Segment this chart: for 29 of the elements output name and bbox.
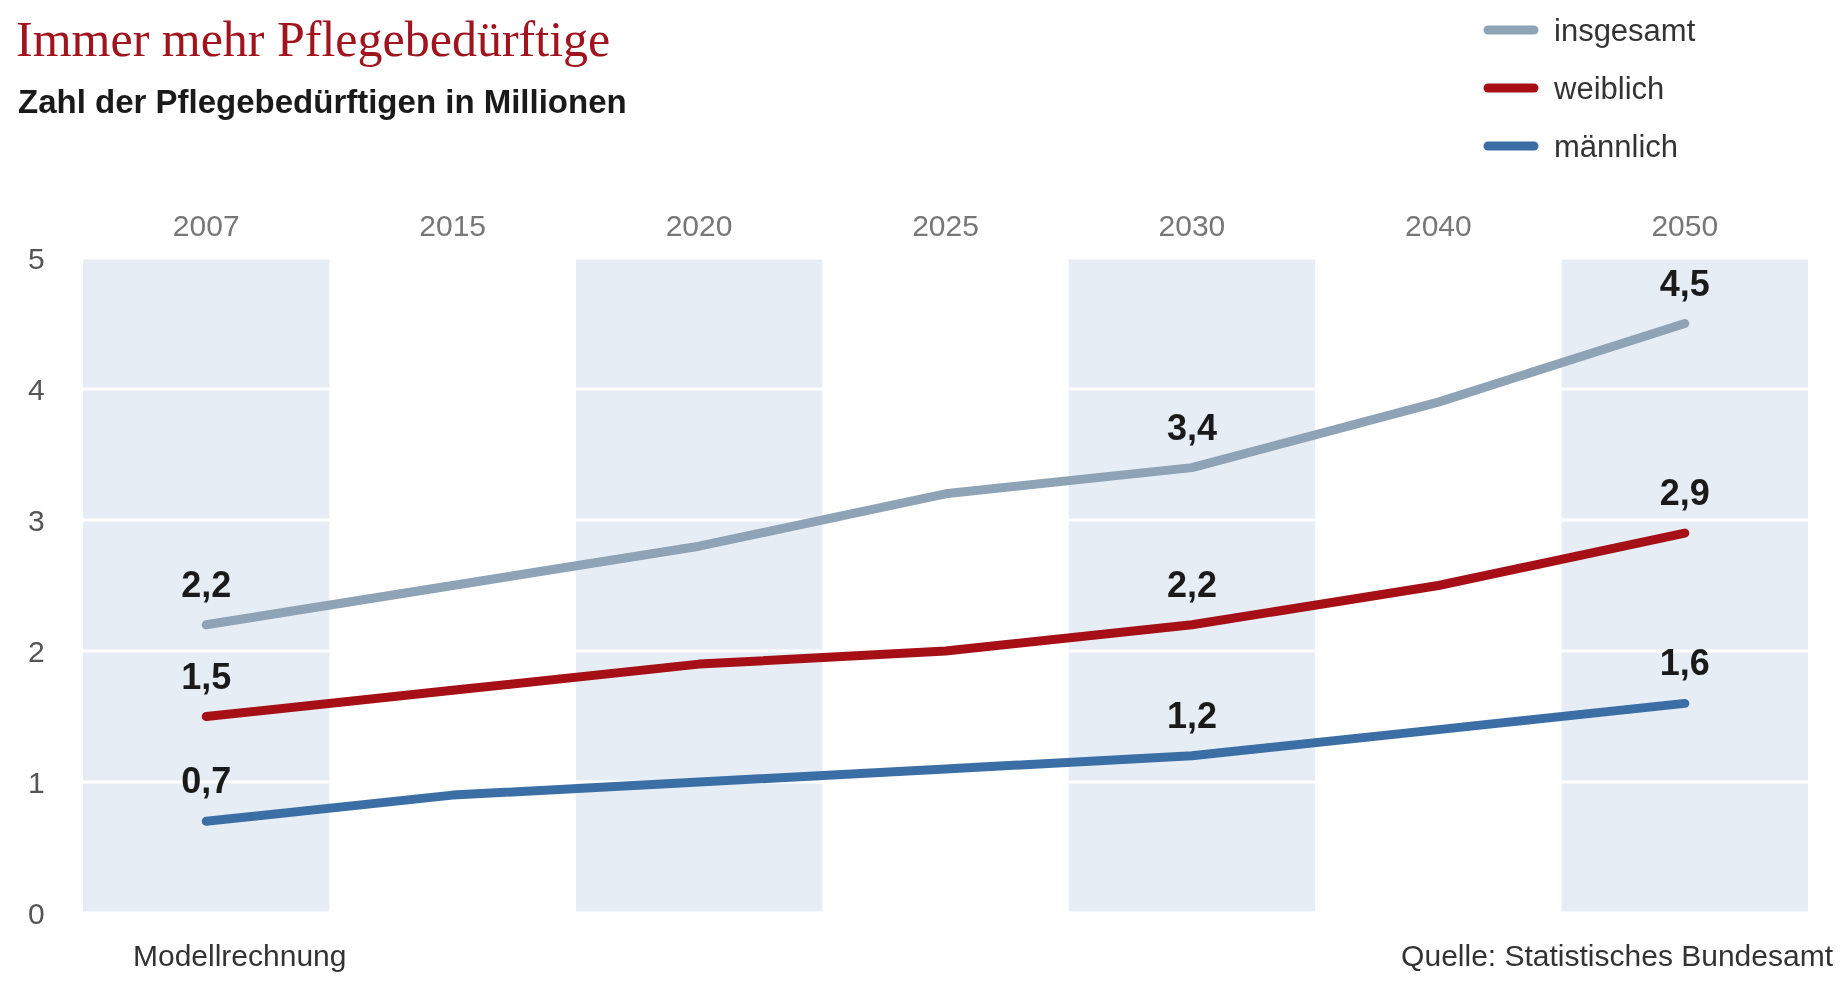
legend-label: weiblich	[1553, 70, 1665, 106]
x-tick-label: 2040	[1404, 209, 1472, 242]
y-tick-label: 1	[28, 765, 45, 799]
legend-label: männlich	[1554, 128, 1679, 164]
data-label: 1,2	[1166, 694, 1217, 736]
source-note: Quelle: Statistisches Bundesamt	[1401, 939, 1834, 972]
text: Modellrechnung	[133, 939, 347, 972]
x-tick-label: 2015	[419, 209, 487, 242]
data-label: 2,2	[181, 563, 232, 605]
y-tick-label: 3	[28, 503, 45, 537]
data-label: 0,7	[181, 760, 232, 802]
y-tick-label: 4	[28, 372, 45, 406]
chart-subtitle: Zahl der Pflegebedürftigen in Millionen	[18, 83, 627, 120]
x-tick-label: 2030	[1158, 209, 1226, 242]
data-label: 3,4	[1166, 406, 1217, 448]
y-tick-label: 2	[28, 634, 45, 668]
y-tick-label: 5	[28, 241, 45, 275]
x-tick-label: 2007	[172, 209, 240, 242]
data-label: 2,9	[1659, 472, 1710, 514]
chart-title: Immer mehr Pflegebedürftige	[16, 11, 611, 67]
data-label: 4,5	[1659, 262, 1710, 304]
data-label: 1,6	[1659, 642, 1710, 684]
x-tick-label: 2020	[665, 209, 733, 242]
x-tick-label: 2050	[1651, 209, 1719, 242]
data-label: 1,5	[181, 655, 232, 697]
x-tick-label: 2025	[912, 209, 979, 242]
y-tick-label: 0	[28, 896, 45, 930]
legend-label: insgesamt	[1554, 12, 1696, 48]
data-label: 2,2	[1166, 563, 1217, 605]
